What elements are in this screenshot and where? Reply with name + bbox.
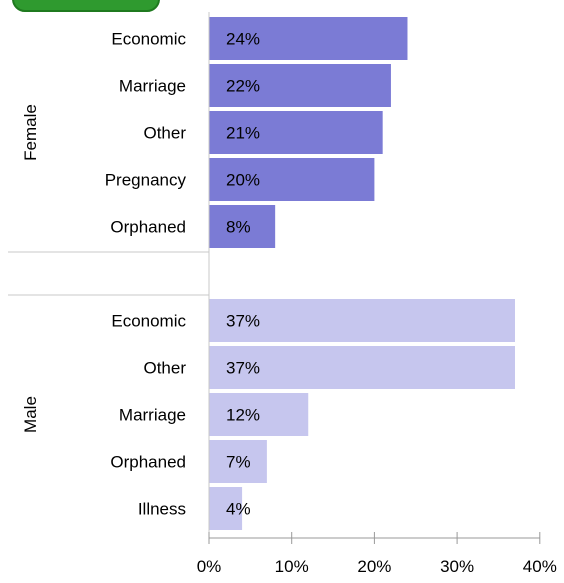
bar-male-other xyxy=(209,346,515,389)
legend-badge xyxy=(12,0,160,12)
data-label-female-marriage: 22% xyxy=(226,77,260,96)
category-label-male-illness: Illness xyxy=(138,500,186,519)
x-tick-label: 30% xyxy=(440,557,474,576)
data-label-male-illness: 4% xyxy=(226,500,251,519)
bar-male-orphaned xyxy=(209,440,267,483)
data-label-male-marriage: 12% xyxy=(226,406,260,425)
bar-female-other xyxy=(209,111,383,154)
category-label-female-pregnancy: Pregnancy xyxy=(105,171,187,190)
data-label-female-other: 21% xyxy=(226,124,260,143)
category-label-male-other: Other xyxy=(143,359,186,378)
category-label-female-other: Other xyxy=(143,124,186,143)
bar-male-illness xyxy=(209,487,243,530)
category-label-female-marriage: Marriage xyxy=(119,77,186,96)
x-tick-label: 20% xyxy=(357,557,391,576)
bar-female-economic xyxy=(209,17,408,60)
bar-female-orphaned xyxy=(209,205,276,248)
bar-male-economic xyxy=(209,299,515,342)
category-label-female-economic: Economic xyxy=(111,30,186,49)
category-label-female-orphaned: Orphaned xyxy=(110,218,186,237)
x-tick-label: 10% xyxy=(275,557,309,576)
data-label-male-economic: 37% xyxy=(226,312,260,331)
category-label-male-economic: Economic xyxy=(111,312,186,331)
bar-male-marriage xyxy=(209,393,309,436)
data-label-female-pregnancy: 20% xyxy=(226,171,260,190)
x-tick-label: 0% xyxy=(197,557,222,576)
data-label-male-other: 37% xyxy=(226,359,260,378)
data-label-female-economic: 24% xyxy=(226,30,260,49)
data-label-male-orphaned: 7% xyxy=(226,453,251,472)
x-tick-label: 40% xyxy=(523,557,557,576)
group-label-female: Female xyxy=(21,104,40,161)
bar-female-pregnancy xyxy=(209,158,375,201)
category-label-male-orphaned: Orphaned xyxy=(110,453,186,472)
category-label-male-marriage: Marriage xyxy=(119,406,186,425)
data-label-female-orphaned: 8% xyxy=(226,218,251,237)
bar-female-marriage xyxy=(209,64,391,107)
group-label-male: Male xyxy=(21,396,40,433)
